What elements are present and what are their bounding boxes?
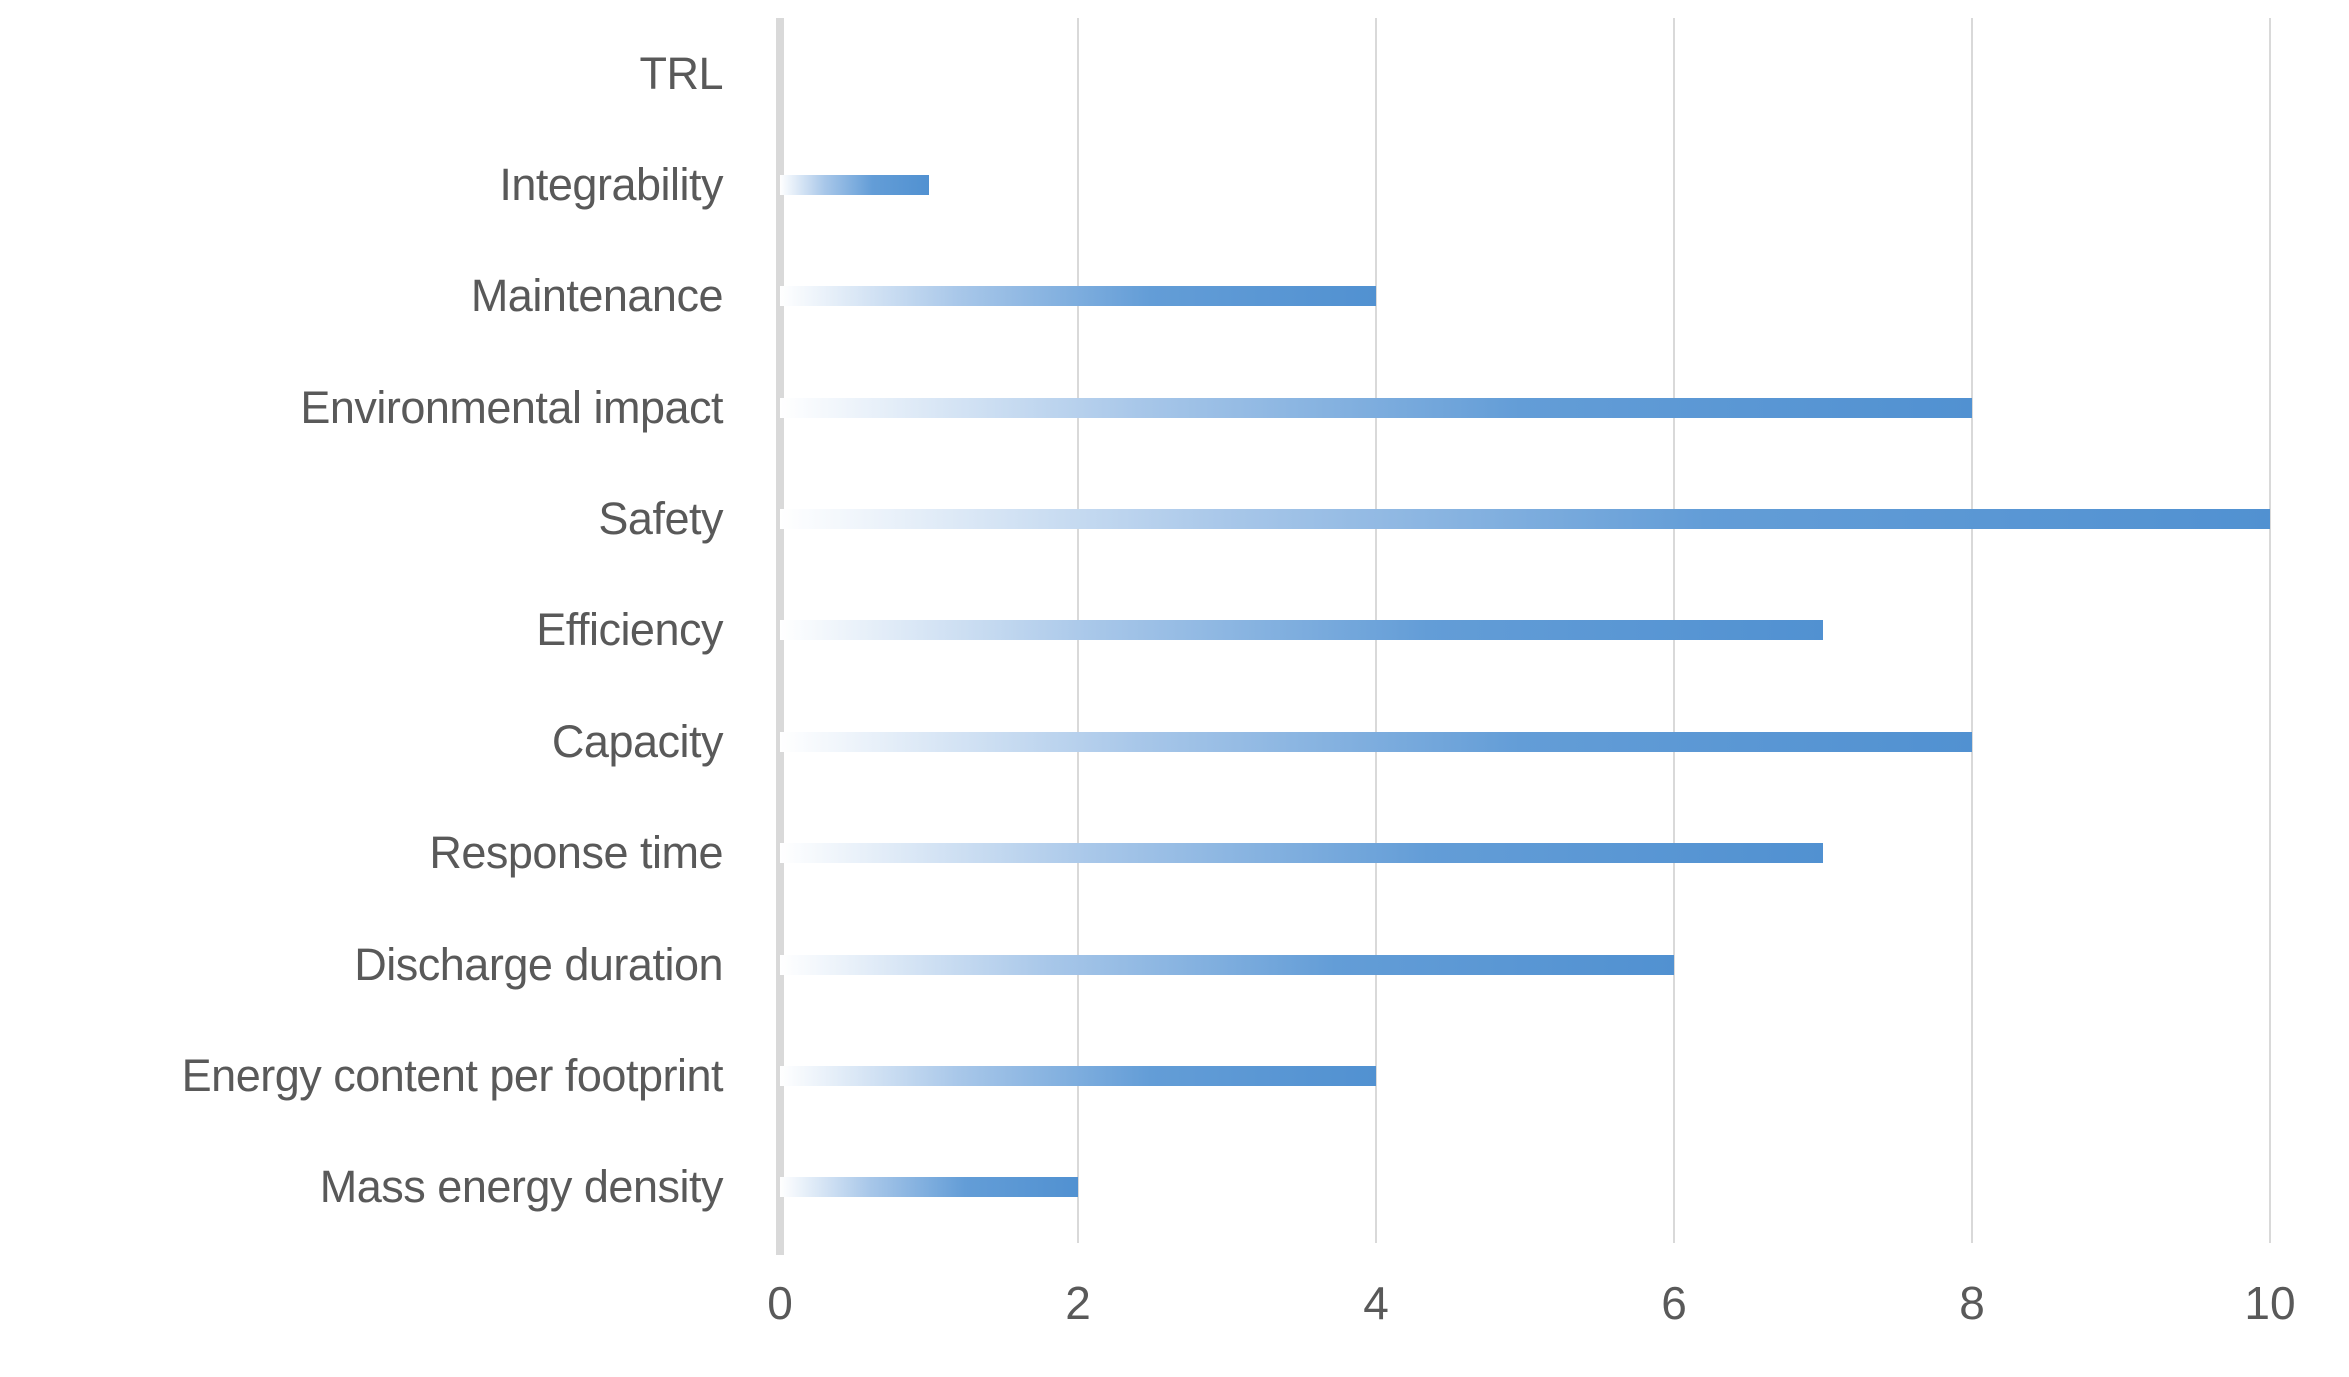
bar-integrability — [780, 175, 929, 196]
x-tick-4: 4 — [1363, 1277, 1389, 1329]
bar-environmental-impact — [780, 397, 1972, 418]
category-label-maintenance: Maintenance — [470, 270, 724, 322]
category-row: Efficiency — [0, 575, 723, 686]
bar-band — [780, 18, 2270, 129]
bar-band — [780, 463, 2270, 574]
category-row: Mass energy density — [0, 1132, 724, 1243]
y-axis-category-labels: TRL Integrability Maintenance Environmen… — [0, 18, 724, 1243]
bar-energy-content-per-footprint — [780, 1065, 1376, 1086]
category-row: Maintenance — [0, 241, 724, 352]
bar-band — [780, 575, 2270, 686]
x-tick-10: 10 — [2244, 1277, 2296, 1329]
category-row: Integrability — [0, 129, 723, 240]
category-label-environmental-impact: Environmental impact — [300, 381, 723, 433]
bar-band — [780, 909, 2270, 1020]
gridline-8 — [1971, 18, 1973, 1243]
bar-band — [780, 241, 2270, 352]
bar-efficiency — [780, 620, 1823, 641]
category-label-integrability: Integrability — [499, 159, 723, 211]
x-tick-0: 0 — [767, 1277, 793, 1329]
category-row: Energy content per footprint — [0, 1020, 724, 1131]
category-label-safety: Safety — [598, 493, 723, 545]
category-label-capacity: Capacity — [551, 715, 724, 767]
category-label-trl: TRL — [639, 47, 723, 99]
category-row: TRL — [0, 18, 723, 129]
category-row: Capacity — [0, 686, 724, 797]
x-tick-6: 6 — [1661, 1277, 1687, 1329]
bar-safety — [780, 509, 2270, 530]
category-label-mass-energy-density: Mass energy density — [319, 1161, 724, 1213]
bar-series — [780, 18, 2270, 1243]
x-tick-8: 8 — [1959, 1277, 1985, 1329]
bar-capacity — [780, 731, 1972, 752]
gridline-10 — [2269, 18, 2271, 1243]
category-row: Safety — [0, 463, 723, 574]
bar-band — [780, 352, 2270, 463]
category-label-efficiency: Efficiency — [536, 604, 723, 656]
bar-mass-energy-density — [780, 1177, 1078, 1198]
bar-maintenance — [780, 286, 1376, 307]
plot-area — [776, 18, 2271, 1255]
x-axis-tick-labels: 0 2 4 6 8 10 — [767, 1258, 2295, 1348]
category-row: Response time — [0, 798, 723, 909]
category-label-response-time: Response time — [429, 827, 723, 879]
bar-discharge-duration — [780, 954, 1674, 975]
category-label-discharge-duration: Discharge duration — [354, 938, 723, 990]
bar-band — [780, 1020, 2270, 1131]
bar-band — [780, 129, 2270, 240]
category-label-energy-content-per-footprint: Energy content per footprint — [181, 1049, 724, 1101]
bar-response-time — [780, 843, 1823, 864]
bar-band — [780, 798, 2270, 909]
bar-band — [780, 686, 2270, 797]
bar-band — [780, 1132, 2270, 1243]
x-tick-2: 2 — [1065, 1277, 1091, 1329]
category-row: Discharge duration — [0, 909, 723, 1020]
category-row: Environmental impact — [0, 352, 723, 463]
